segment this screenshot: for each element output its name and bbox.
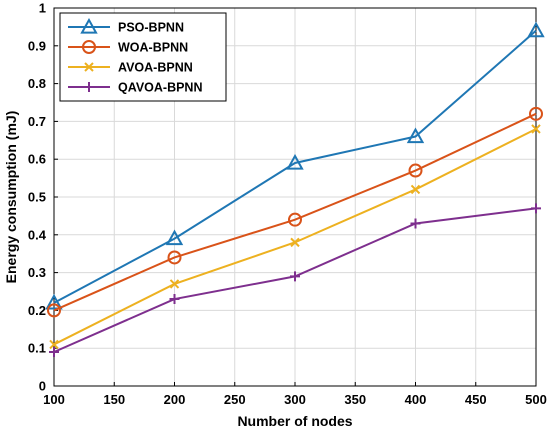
data-point: [169, 294, 180, 305]
data-point: [169, 279, 180, 289]
series-group: [45, 21, 545, 357]
legend-marker: [84, 82, 94, 92]
legend-label: AVOA-BPNN: [118, 61, 193, 75]
legend-item: PSO-BPNN: [68, 17, 184, 35]
data-point: [410, 184, 421, 195]
data-point: [410, 218, 421, 229]
x-tick-label: 100: [43, 392, 65, 407]
data-point: [531, 124, 541, 134]
series-pso-bpnn: [45, 21, 545, 310]
data-point: [288, 212, 302, 227]
x-tick-label: 250: [224, 392, 246, 407]
x-tick-label: 500: [525, 392, 547, 407]
x-tick-label: 300: [284, 392, 306, 407]
data-point: [45, 293, 63, 310]
y-tick-label: 0: [39, 379, 46, 394]
x-tick-label: 350: [344, 392, 366, 407]
legend-item: WOA-BPNN: [68, 40, 188, 55]
legend-label: QAVOA-BPNN: [118, 81, 203, 95]
legend-label: WOA-BPNN: [118, 41, 188, 55]
x-axis-label: Number of nodes: [237, 413, 352, 429]
y-tick-label: 0.4: [28, 227, 47, 242]
series-line: [53, 112, 537, 312]
y-axis-label: Energy consumption (mJ): [3, 111, 19, 284]
data-point: [408, 163, 423, 178]
data-point: [527, 21, 545, 38]
series-woa-bpnn: [47, 106, 543, 318]
y-tick-label: 0.3: [28, 265, 46, 280]
data-point: [47, 303, 61, 318]
legend-marker: [82, 40, 96, 54]
axis-ticks: 100 150 200 250 300 350 400 450 500 0 0.1 0.2 0.3 0.4…: [28, 1, 547, 408]
legend-marker: [80, 17, 98, 34]
series-qavoa-bpnn: [49, 203, 541, 357]
series-avoa-bpnn: [49, 124, 541, 350]
data-point: [290, 237, 300, 248]
y-tick-label: 0.1: [28, 341, 46, 356]
x-tick-label: 200: [164, 392, 186, 407]
data-point: [529, 106, 543, 121]
series-line: [53, 29, 537, 304]
data-point: [290, 271, 300, 282]
data-point: [286, 153, 304, 170]
data-point: [165, 229, 184, 246]
data-point: [531, 203, 541, 214]
data-point: [167, 250, 182, 265]
x-tick-label: 450: [465, 392, 487, 407]
y-tick-label: 1: [39, 1, 46, 16]
y-tick-label: 0.7: [28, 114, 46, 129]
y-tick-label: 0.2: [28, 303, 46, 318]
x-tick-label: 150: [103, 392, 125, 407]
data-point: [406, 127, 425, 144]
x-tick-label: 400: [405, 392, 427, 407]
legend-marker: [84, 62, 94, 72]
y-tick-label: 0.6: [28, 152, 46, 167]
y-tick-label: 0.5: [28, 190, 46, 205]
legend-label: PSO-BPNN: [118, 21, 184, 35]
legend-item: AVOA-BPNN: [68, 61, 193, 75]
data-point: [49, 339, 59, 350]
legend-item: QAVOA-BPNN: [68, 81, 203, 95]
data-point: [49, 346, 59, 357]
y-tick-label: 0.9: [28, 38, 46, 53]
legend: PSO-BPNN WOA-BPNN AVOA-BPNN QAVOA-BPNN: [59, 12, 227, 102]
y-tick-label: 0.8: [28, 76, 46, 91]
